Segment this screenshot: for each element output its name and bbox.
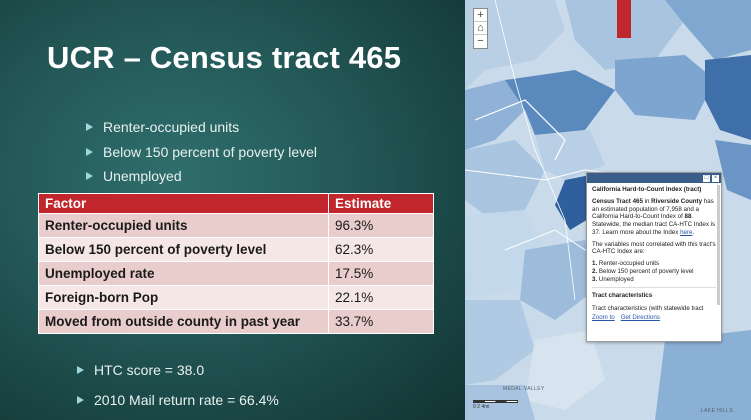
bullet-list: Renter-occupied units Below 150 percent … <box>86 115 317 189</box>
triangle-bullet-icon <box>77 396 84 404</box>
popup-body: California Hard-to-Count Index (tract) C… <box>587 183 721 325</box>
zoom-in-button[interactable]: + <box>474 9 487 22</box>
variable-item: 3. Unemployed <box>592 275 634 283</box>
bullet-item: 2010 Mail return rate = 66.4% <box>77 385 279 415</box>
variables-list: 1. Renter-occupied units 2. Below 150 pe… <box>592 260 716 283</box>
map-zoom-controls: + ⌂ − <box>473 8 488 49</box>
estimate-column-header: Estimate <box>328 193 434 214</box>
factor-cell: Unemployed rate <box>38 261 329 286</box>
table-row: Renter-occupied units 96.3% <box>38 213 434 238</box>
triangle-bullet-icon <box>77 366 84 374</box>
triangle-bullet-icon <box>86 123 93 132</box>
table-row: Moved from outside county in past year 3… <box>38 309 434 334</box>
here-link[interactable]: here <box>680 228 693 236</box>
factor-cell: Renter-occupied units <box>38 213 329 238</box>
bullet-item: HTC score = 38.0 <box>77 355 279 385</box>
variable-item: 2. Below 150 percent of poverty level <box>592 267 694 275</box>
factor-cell: Below 150 percent of poverty level <box>38 237 329 262</box>
map-popup: □ × California Hard-to-Count Index (trac… <box>586 172 722 342</box>
factor-cell: Foreign-born Pop <box>38 285 329 310</box>
popup-description: Census Tract 465 in Riverside County has… <box>592 197 716 236</box>
zoom-out-button[interactable]: − <box>477 35 484 47</box>
factor-cell: Moved from outside county in past year <box>38 309 329 334</box>
table-row: Below 150 percent of poverty level 62.3% <box>38 237 434 262</box>
home-icon[interactable]: ⌂ <box>474 22 487 35</box>
triangle-bullet-icon <box>86 147 93 156</box>
bullet-item: Below 150 percent of poverty level <box>86 140 317 165</box>
close-icon[interactable]: × <box>712 174 719 182</box>
get-directions-link[interactable]: Get Directions <box>620 313 660 321</box>
map-label-valley: MEDAL VALLEY <box>503 386 545 392</box>
selected-tract-marker <box>617 0 631 38</box>
map-view[interactable]: + ⌂ − □ × California Hard-to-Count Index… <box>465 0 751 420</box>
slide-panel: UCR – Census tract 465 Renter-occupied u… <box>0 0 465 420</box>
county-name: Riverside County <box>651 197 703 205</box>
table-row: Foreign-born Pop 22.1% <box>38 285 434 310</box>
tract-characteristics-heading: Tract characteristics <box>592 287 716 300</box>
popup-titlebar: □ × <box>587 173 721 183</box>
scale-bar <box>473 400 518 403</box>
maximize-icon[interactable]: □ <box>703 174 710 182</box>
factor-column-header: Factor <box>38 193 329 214</box>
index-value: 88 <box>684 213 692 221</box>
factor-table: Factor Estimate Renter-occupied units 96… <box>38 193 434 334</box>
scale-text: 0 2 4mi <box>473 404 490 410</box>
table-header-row: Factor Estimate <box>38 193 434 214</box>
tract-characteristics-text: Tract characteristics (with statewide tr… <box>592 305 704 312</box>
triangle-bullet-icon <box>86 172 93 181</box>
estimate-cell: 17.5% <box>328 261 434 286</box>
bullet-item: Renter-occupied units <box>86 115 317 140</box>
slide-title: UCR – Census tract 465 <box>47 40 402 75</box>
variable-item: 1. Renter-occupied units <box>592 260 660 267</box>
map-label-lake: LAKE HILLS <box>701 408 734 414</box>
popup-actions: Zoom to Get Directions <box>592 314 716 322</box>
tract-name: Census Tract 465 <box>592 197 643 205</box>
zoom-to-link[interactable]: Zoom to <box>592 313 615 321</box>
estimate-cell: 62.3% <box>328 237 434 262</box>
estimate-cell: 96.3% <box>328 213 434 238</box>
estimate-cell: 22.1% <box>328 285 434 310</box>
bottom-bullet-list: HTC score = 38.0 2010 Mail return rate =… <box>77 355 279 415</box>
bullet-item: Unemployed <box>86 164 317 189</box>
estimate-cell: 33.7% <box>328 309 434 334</box>
map-scale: 0 2 4mi <box>473 400 518 410</box>
popup-scrollbar[interactable] <box>717 185 720 305</box>
popup-title: California Hard-to-Count Index (tract) <box>592 186 702 193</box>
table-row: Unemployed rate 17.5% <box>38 261 434 286</box>
variables-intro: The variables most correlated with this … <box>592 240 716 256</box>
